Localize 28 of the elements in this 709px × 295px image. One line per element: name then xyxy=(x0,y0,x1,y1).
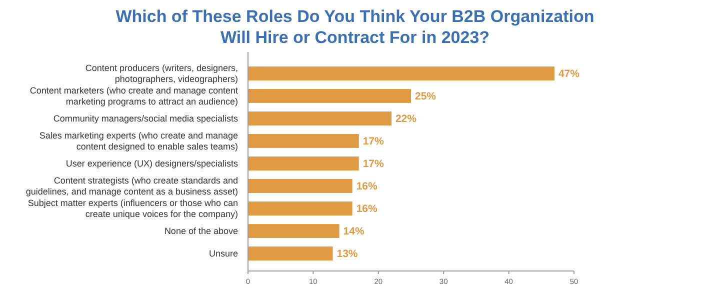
bar xyxy=(248,156,359,170)
data-label: 16% xyxy=(356,203,378,216)
y-tick-label: Community managers/social media specialists xyxy=(53,114,238,124)
bar xyxy=(248,224,340,238)
data-label: 13% xyxy=(336,248,358,260)
data-label: 47% xyxy=(558,68,580,80)
chart-title: Which of These Roles Do You Think Your B2B Organization Will Hire or Contract For in 2023? xyxy=(116,7,594,47)
y-tick-label: Content strategists (who create standards and guidelines, and manage content as a business asset) xyxy=(26,176,238,197)
data-label: 25% xyxy=(415,90,437,103)
y-tick-label: Content producers (writers, designers, photographers, videographers) xyxy=(85,63,238,84)
data-label: 16% xyxy=(356,180,378,193)
y-tick-label: Content marketers (who create and manage content marketing programs to attract an audience) xyxy=(30,86,238,107)
data-label: 22% xyxy=(395,113,418,126)
bar xyxy=(248,134,359,148)
bar xyxy=(248,202,352,216)
data-label: 17% xyxy=(362,136,385,148)
y-tick-label: User experience (UX) designers/specialists xyxy=(66,158,238,169)
bar xyxy=(248,89,411,103)
bar xyxy=(248,112,392,126)
y-tick-label: Sales marketing experts (who create and manage content designed to enable sales teams) xyxy=(39,130,238,152)
data-label: 14% xyxy=(343,226,365,238)
y-tick-label: Subject matter experts (influencers or those who can create unique voices for the company) xyxy=(28,198,238,220)
bar xyxy=(248,179,352,193)
bar xyxy=(248,66,554,80)
bar xyxy=(248,246,333,260)
y-tick-label: None of the above xyxy=(164,226,238,236)
y-tick-label: Unsure xyxy=(208,248,238,259)
data-label: 17% xyxy=(362,158,385,170)
